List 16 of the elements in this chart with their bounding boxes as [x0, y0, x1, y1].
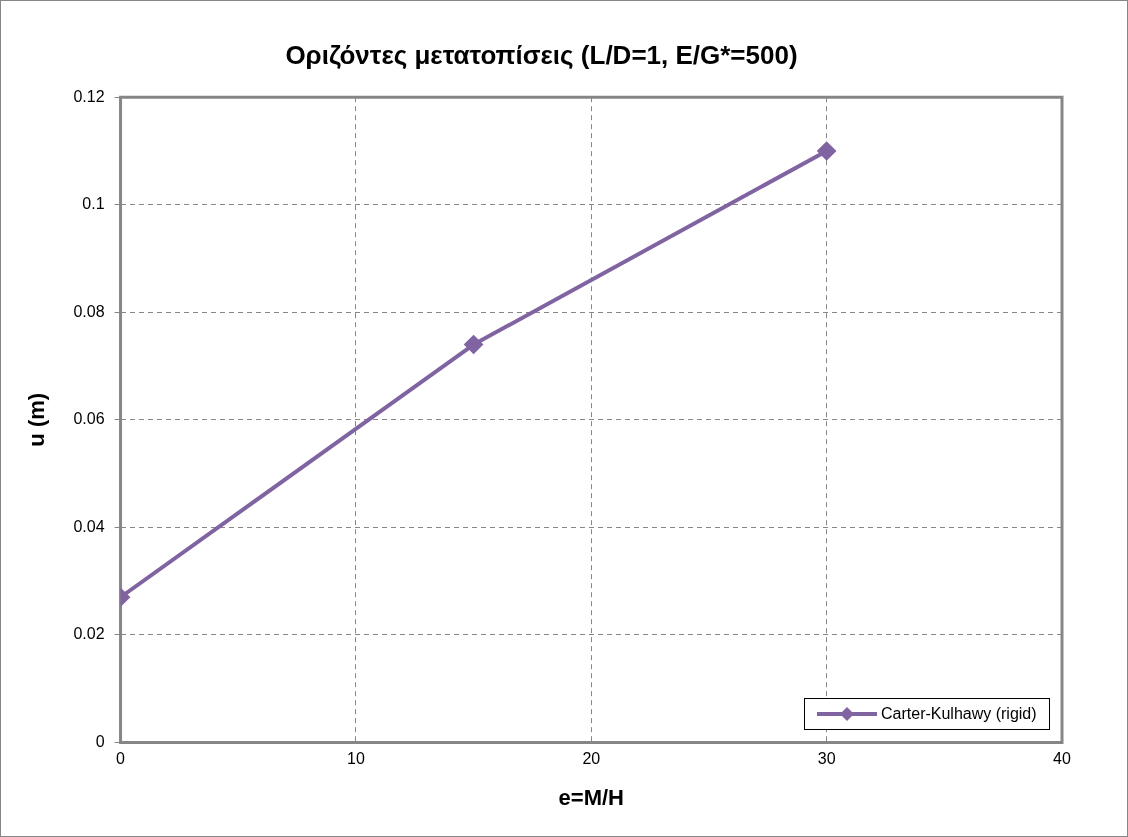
- y-tick-label: 0.04: [73, 517, 105, 535]
- x-axis-title: e=M/H: [558, 784, 624, 810]
- x-tick-label: 30: [817, 750, 836, 768]
- y-tick-label: 0.02: [73, 625, 105, 643]
- x-tick-label: 20: [582, 750, 601, 768]
- y-axis-title: u (m): [24, 392, 50, 447]
- y-tick-label: 0.08: [73, 302, 105, 320]
- x-tick-label: 0: [116, 750, 126, 768]
- chart-title: Οριζόντες μετατοπίσεις (L/D=1, E/G*=500): [285, 39, 798, 70]
- x-tick-label: 40: [1053, 750, 1071, 768]
- y-tick-label: 0: [95, 732, 105, 750]
- x-tick-label: 10: [347, 750, 365, 768]
- y-tick-label: 0.1: [82, 195, 105, 213]
- legend-label: Carter-Kulhawy (rigid): [881, 705, 1037, 724]
- y-tick-label: 0.12: [73, 87, 105, 105]
- y-tick-label: 0.06: [73, 410, 105, 428]
